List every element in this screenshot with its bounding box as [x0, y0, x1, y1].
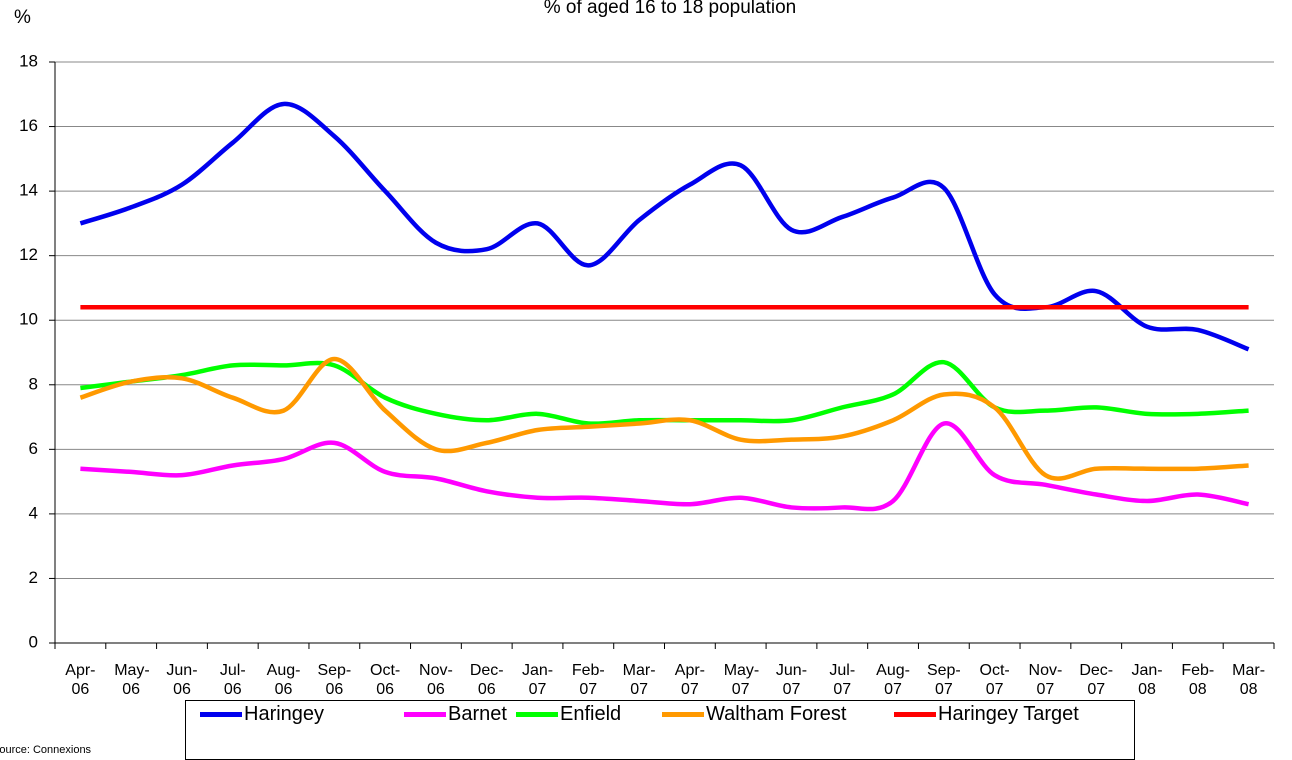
x-tick-label: Mar-07 [622, 662, 656, 698]
x-tick-label: Mar-08 [1232, 662, 1266, 698]
y-tick-label: 0 [29, 632, 38, 651]
x-tick-label: Dec-06 [469, 662, 504, 698]
legend-label: Waltham Forest [706, 703, 847, 725]
x-tick-label: Feb-08 [1181, 662, 1215, 698]
x-tick-label: Feb-07 [571, 662, 605, 698]
legend-entry: Haringey [200, 703, 324, 726]
y-tick-label: 8 [29, 374, 38, 393]
x-tick-label: May-07 [723, 662, 760, 698]
x-tick-label: Jul-06 [219, 662, 246, 698]
x-tick-label: Sep-06 [317, 662, 352, 698]
x-tick-label: May-06 [114, 662, 150, 698]
x-tick-label: Apr-07 [674, 662, 705, 698]
x-tick-label: Apr-06 [65, 662, 96, 698]
y-tick-label: 12 [19, 245, 38, 264]
x-tick-label: Aug-07 [876, 662, 910, 698]
y-tick-label: 4 [29, 503, 38, 522]
series-line [79, 101, 1250, 352]
x-tick-label: Oct-06 [370, 662, 401, 698]
y-tick-label: 10 [19, 310, 38, 329]
legend-swatch [200, 712, 242, 718]
legend-label: Barnet [448, 703, 507, 725]
legend-swatch [404, 712, 446, 718]
legend-label: Haringey Target [938, 703, 1079, 725]
legend-entry: Enfield [516, 703, 621, 726]
chart-title: % of aged 16 to 18 population [544, 0, 796, 18]
y-tick-label: 14 [19, 181, 38, 200]
x-tick-label: Sep-07 [926, 662, 961, 698]
x-tick-label: Dec-07 [1079, 662, 1114, 698]
legend: Haringey Barnet Enfield Waltham Forest Harin… [185, 700, 1135, 760]
x-tick-label: Jan-07 [521, 662, 554, 698]
x-tick-label: Jun-07 [775, 662, 808, 698]
x-tick-label: Nov-07 [1028, 662, 1063, 698]
legend-swatch [516, 712, 558, 718]
series-line [79, 356, 1249, 481]
y-tick-label: 18 [19, 51, 38, 70]
legend-swatch [662, 712, 704, 718]
legend-entry: Barnet [404, 703, 507, 726]
y-tick-label: 6 [29, 439, 38, 458]
x-tick-label: Nov-06 [419, 662, 453, 698]
x-tick-label: Jul-07 [829, 662, 856, 698]
x-tick-label: Jan-08 [1131, 662, 1163, 698]
legend-label: Haringey [244, 703, 325, 725]
x-tick-label: Jun-06 [166, 662, 198, 698]
x-tick-label: Oct-07 [979, 662, 1010, 698]
series-line [80, 359, 1249, 426]
y-tick-label: 16 [19, 116, 38, 135]
legend-swatch [894, 712, 936, 718]
legend-entry: Waltham Forest [662, 703, 846, 726]
source-note: Source: Connexions [0, 744, 92, 755]
series-line [80, 421, 1250, 512]
y-tick-label: 2 [29, 568, 38, 587]
legend-entry: Haringey Target [894, 703, 1079, 726]
y-axis-label: % [14, 7, 31, 28]
legend-label: Enfield [560, 703, 622, 725]
x-tick-label: Aug-06 [266, 662, 301, 698]
